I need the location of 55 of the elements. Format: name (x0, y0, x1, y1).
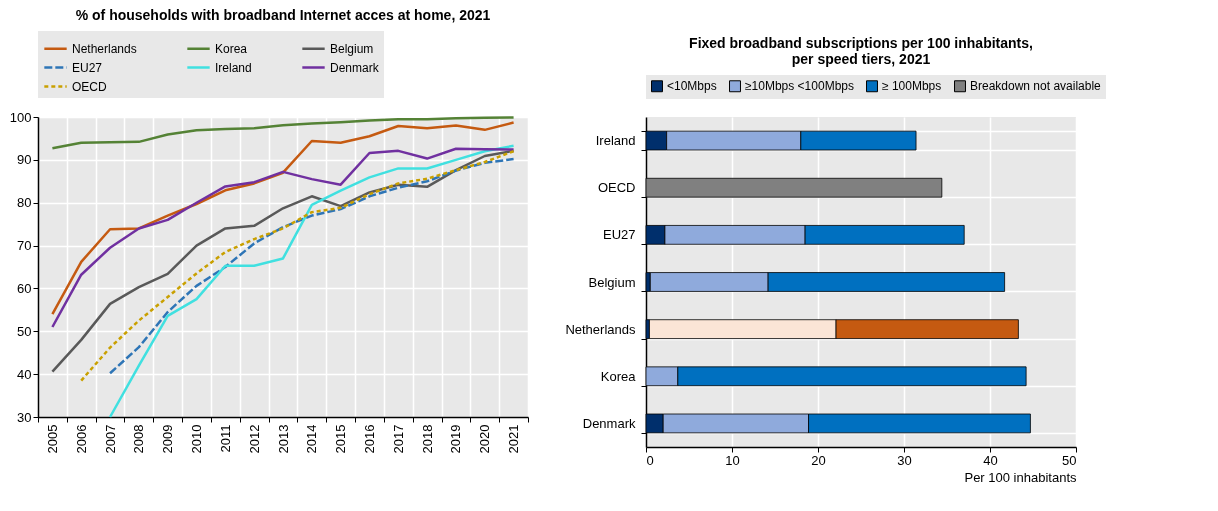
y-tick-label: OECD (597, 180, 636, 196)
x-tick-label: 2012 (246, 424, 262, 454)
x-tick-label: 50 (1062, 452, 1077, 468)
line-series (51, 147, 515, 329)
x-tick-label: 2011 (217, 424, 233, 453)
x-tick-label: 2014 (304, 424, 320, 454)
x-tick-label: 2006 (73, 424, 89, 454)
y-tick-label: 40 (17, 366, 32, 382)
y-tick-label: 100 (9, 109, 32, 125)
legend-label: Denmark (330, 60, 380, 75)
legend-label: <10Mbps (667, 79, 717, 94)
x-tick-label: 2013 (275, 424, 291, 454)
legend-label: Belgium (330, 41, 374, 56)
y-tick-label: 90 (17, 152, 32, 168)
x-tick-label: 2007 (102, 424, 118, 454)
y-tick-label: 80 (17, 195, 32, 211)
legend-label: OECD (72, 79, 107, 94)
chart-title: % of households with broadband Internet acces at home, 2021 (75, 7, 491, 23)
x-tick-label: 2021 (506, 424, 522, 454)
y-tick-label: 60 (17, 280, 32, 296)
x-tick-label: 2008 (131, 424, 147, 454)
y-tick-label: Denmark (582, 415, 636, 431)
line-series (108, 144, 515, 419)
chart-title: Fixed broadband subscriptions per 100 inhabitants, per speed tiers, 2021 (689, 35, 1033, 67)
x-tick-label: 2020 (477, 424, 493, 454)
x-tick-label: 0 (646, 452, 654, 468)
y-tick-label: Belgium (588, 274, 636, 290)
x-tick-label: 2017 (390, 424, 406, 454)
legend-label: Netherlands (72, 41, 137, 56)
x-tick-label: 2009 (160, 424, 176, 454)
legend-label: EU27 (72, 60, 103, 75)
legend-label: Ireland (215, 60, 252, 75)
y-tick-label: Ireland (595, 133, 636, 149)
y-tick-label: 70 (17, 238, 32, 254)
x-tick-label: 2019 (448, 424, 464, 454)
legend-label: Korea (215, 41, 248, 56)
legend-label: ≥10Mbps <100Mbps (745, 79, 854, 94)
y-tick-label: Korea (600, 368, 637, 384)
x-tick-label: 2010 (189, 424, 205, 454)
y-tick-label: 30 (17, 409, 32, 425)
x-tick-label: 40 (983, 452, 998, 468)
x-tick-label: 2016 (361, 424, 377, 454)
x-tick-label: 2018 (419, 424, 435, 454)
x-axis-title: Per 100 inhabitants (964, 469, 1077, 485)
x-tick-label: 2005 (44, 424, 60, 454)
legend-label: ≥ 100Mbps (882, 79, 942, 94)
x-tick-label: 10 (725, 452, 740, 468)
y-tick-label: 50 (17, 323, 32, 339)
x-tick-label: 20 (811, 452, 826, 468)
y-tick-label: Netherlands (565, 321, 636, 337)
legend-label: Breakdown not available (970, 79, 1102, 94)
x-tick-label: 2015 (333, 424, 349, 454)
x-tick-label: 30 (897, 452, 912, 468)
line-series (51, 116, 515, 150)
y-tick-label: EU27 (602, 227, 636, 243)
